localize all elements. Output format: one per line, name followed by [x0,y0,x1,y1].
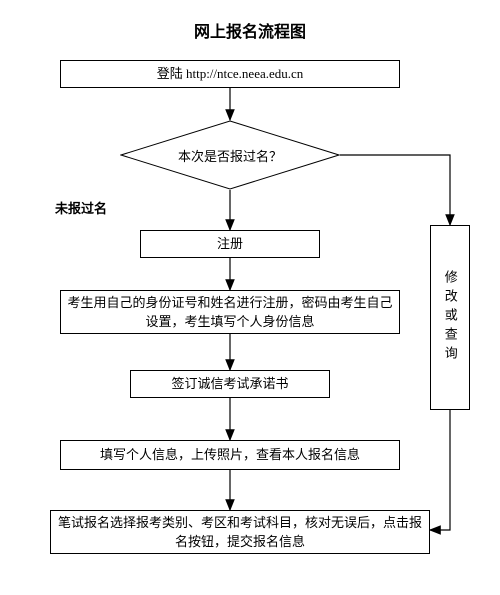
node-side_box: 修改或查询 [430,225,470,410]
node-n6_fill: 填写个人信息，上传照片，查看本人报名信息 [60,440,400,470]
label-no_label: 未报过名 [55,198,107,217]
node-n1_login: 登陆 http://ntce.neea.edu.cn [60,60,400,88]
node-n4_info: 考生用自己的身份证号和姓名进行注册，密码由考生自己设置，考生填写个人身份信息 [60,290,400,334]
flowchart-canvas: 网上报名流程图登陆 http://ntce.neea.edu.cn 本次是否报过名… [0,0,500,595]
node-n2_dec: 本次是否报过名？ [120,120,340,190]
node-n2_dec-text: 本次是否报过名？ [120,120,340,190]
node-n3_reg: 注册 [140,230,320,258]
node-n7_submit: 笔试报名选择报考类别、考区和考试科目，核对无误后，点击报名按钮，提交报名信息 [50,510,430,554]
node-n5_pledge: 签订诚信考试承诺书 [130,370,330,398]
page-title: 网上报名流程图 [160,18,340,42]
